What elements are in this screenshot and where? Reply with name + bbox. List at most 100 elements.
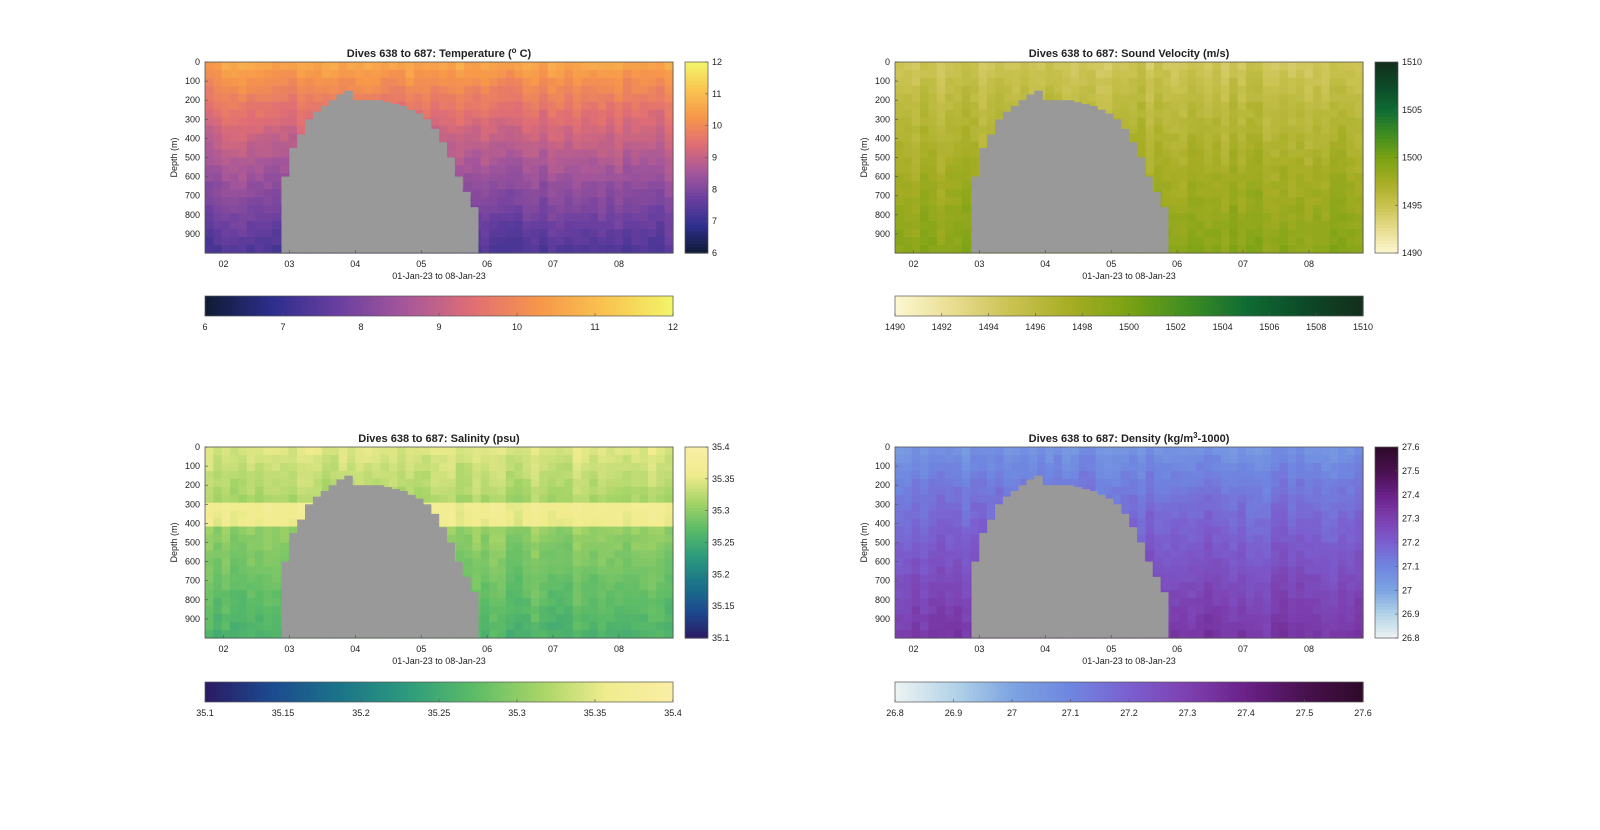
heatmap-cell (205, 542, 214, 552)
heatmap-cell (556, 502, 565, 512)
colorbar-swatch (1375, 182, 1398, 187)
heatmap-cell (322, 470, 331, 480)
heatmap-cell (986, 109, 996, 119)
heatmap-cell (489, 478, 499, 488)
heatmap-cell (631, 165, 641, 175)
heatmap-cell (1087, 85, 1097, 95)
colorbar-swatch (685, 590, 708, 595)
data-gap-block (971, 176, 980, 253)
heatmap-cell (1095, 101, 1105, 111)
heatmap-cell (1162, 85, 1172, 95)
heatmap-cell (221, 189, 231, 198)
heatmap-cell (405, 478, 415, 488)
heatmap-cell (597, 454, 607, 464)
heatmap-cell (522, 478, 532, 488)
heatmap-cell (472, 85, 482, 95)
heatmap-cell (263, 534, 273, 544)
heatmap-cell (1187, 69, 1197, 79)
heatmap-cell (271, 454, 281, 464)
heatmap-cell (556, 69, 565, 79)
colorbar-swatch (1113, 296, 1118, 316)
heatmap-cell (514, 189, 524, 198)
heatmap-cell (1195, 141, 1205, 151)
heatmap-cell (895, 93, 904, 103)
heatmap-cell (631, 470, 641, 480)
heatmap-cell (263, 590, 273, 599)
heatmap-cell (413, 77, 423, 87)
heatmap-cell (1262, 141, 1272, 151)
heatmap-cell (505, 454, 515, 464)
colorbar-swatch (520, 682, 526, 702)
heatmap-cell (597, 93, 607, 103)
y-tick-label: 600 (185, 172, 200, 182)
heatmap-cell (464, 526, 474, 536)
heatmap-cell (903, 69, 913, 79)
heatmap-cell (589, 245, 599, 254)
heatmap-cell (464, 494, 474, 504)
heatmap-cell (1321, 245, 1331, 254)
heatmap-cell (1003, 62, 1013, 71)
heatmap-cell (330, 462, 340, 472)
heatmap-cell (1170, 149, 1180, 159)
heatmap-cell (1212, 141, 1222, 151)
heatmap-cell (986, 62, 996, 71)
heatmap-cell (606, 590, 616, 599)
colorbar-swatch (1074, 296, 1079, 316)
heatmap-cell (522, 494, 532, 504)
heatmap-cell (589, 598, 599, 607)
x-axis-label: 01-Jan-23 to 08-Jan-23 (392, 271, 486, 281)
colorbar-swatch (1375, 157, 1398, 162)
heatmap-cell (230, 133, 240, 143)
heatmap-cell (221, 470, 231, 480)
heatmap-cell (1187, 62, 1197, 71)
heatmap-cell (230, 574, 240, 583)
heatmap-cell (581, 101, 591, 111)
colorbar-swatch (431, 682, 436, 702)
heatmap-cell (464, 125, 474, 135)
heatmap-cell (489, 574, 499, 583)
colorbar-swatch (544, 682, 549, 702)
colorbar-swatch (548, 682, 553, 702)
colorbar-tick-label: 35.1 (712, 633, 730, 643)
heatmap-cell (514, 510, 524, 520)
heatmap-cell (564, 85, 574, 95)
heatmap-cell (911, 62, 921, 71)
heatmap-cell (903, 454, 913, 464)
heatmap-cell (280, 510, 290, 520)
heatmap-cell (522, 101, 532, 111)
heatmap-cell (221, 582, 231, 591)
heatmap-cell (388, 69, 398, 79)
heatmap-cell (664, 133, 674, 143)
colorbar-swatch (685, 450, 708, 454)
heatmap-cell (581, 141, 591, 151)
heatmap-cell (447, 93, 457, 103)
heatmap-cell (271, 590, 281, 599)
heatmap-cell (647, 630, 657, 639)
heatmap-cell (1187, 173, 1197, 182)
heatmap-cell (928, 173, 938, 182)
heatmap-cell (1287, 109, 1297, 119)
heatmap-cell (589, 62, 599, 71)
colorbar-swatch (528, 682, 534, 702)
heatmap-cell (514, 85, 524, 95)
heatmap-cell (928, 550, 938, 560)
y-tick-label: 800 (185, 595, 200, 605)
heatmap-cell (1212, 109, 1222, 119)
heatmap-cell (405, 85, 415, 95)
colorbar-swatch (294, 296, 300, 316)
colorbar-swatch (685, 154, 708, 159)
heatmap-cell (413, 454, 423, 464)
heatmap-cell (539, 62, 549, 71)
heatmap-cell (614, 622, 624, 631)
heatmap-cell (1204, 181, 1214, 190)
colorbar-swatch (493, 682, 499, 702)
heatmap-cell (1179, 165, 1189, 175)
heatmap-cell (656, 502, 666, 512)
colorbar-swatch (685, 583, 708, 588)
heatmap-cell (631, 582, 641, 591)
data-gap-block (470, 592, 479, 638)
heatmap-cell (514, 462, 524, 472)
heatmap-cell (497, 502, 507, 512)
data-gap-block (1112, 119, 1122, 253)
heatmap-cell (464, 534, 474, 544)
